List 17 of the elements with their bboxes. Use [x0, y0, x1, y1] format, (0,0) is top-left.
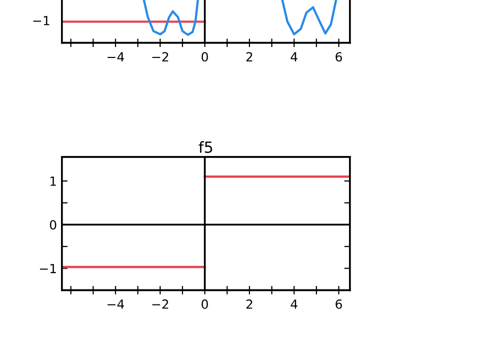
x-tick-label: −2 [152, 299, 168, 309]
x-tick-label: 0 [202, 52, 208, 62]
y-tick-label: 0 [50, 220, 56, 230]
x-tick-label: −2 [152, 52, 168, 62]
x-tick-label: 2 [246, 52, 252, 62]
x-tick-label: 4 [290, 52, 298, 62]
x-tick-label: 0 [202, 299, 208, 309]
x-tick-label: 4 [290, 300, 298, 309]
x-tick-label: −4 [108, 52, 124, 62]
y-tick-label: −1 [40, 264, 56, 274]
x-tick-label: 6 [336, 299, 342, 309]
x-tick-label: 6 [336, 52, 342, 62]
chart-title: f5 [198, 141, 212, 154]
x-tick-label: −4 [108, 300, 124, 309]
x-tick-label: 2 [246, 299, 252, 309]
text: −1 [33, 16, 50, 26]
y-tick-label: 1 [50, 176, 56, 186]
